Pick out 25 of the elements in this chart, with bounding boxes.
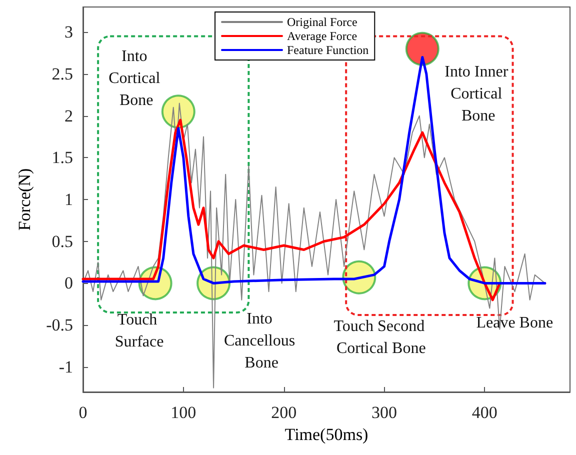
y-tick-label: 3 — [64, 22, 73, 42]
y-axis-title: Force(N) — [15, 168, 34, 231]
y-tick-label: -1 — [58, 357, 73, 376]
y-tick-label: 0.5 — [52, 232, 73, 251]
y-tick-label: 2 — [64, 106, 73, 126]
y-tick-label: 2.5 — [52, 64, 73, 84]
x-tick-label: 200 — [271, 403, 297, 422]
legend-label: Average Force — [287, 29, 358, 43]
annotation: Touch Surface — [114, 312, 164, 351]
legend-label: Feature Function — [287, 43, 369, 57]
legend-label: Original Force — [287, 15, 358, 29]
annotation: Into Inner Cortical Bone — [444, 63, 512, 124]
annotation: Touch Second Cortical Bone — [334, 318, 429, 357]
y-tick-label: 0 — [64, 274, 73, 293]
y-tick-label: 1.5 — [52, 148, 73, 168]
annotation: Into Cortical Bone — [108, 48, 164, 110]
x-tick-label: 100 — [170, 403, 196, 422]
x-tick-label: 300 — [371, 403, 397, 422]
x-axis-title: Time(50ms) — [284, 424, 368, 444]
annotation: Leave Bone — [476, 314, 554, 332]
x-tick-label: 400 — [472, 403, 498, 422]
y-tick-label: 1 — [64, 190, 73, 209]
x-tick-label: 0 — [78, 403, 88, 422]
y-tick-label: -0.5 — [46, 316, 73, 335]
annotation: Into Cancellous Bone — [224, 310, 300, 372]
